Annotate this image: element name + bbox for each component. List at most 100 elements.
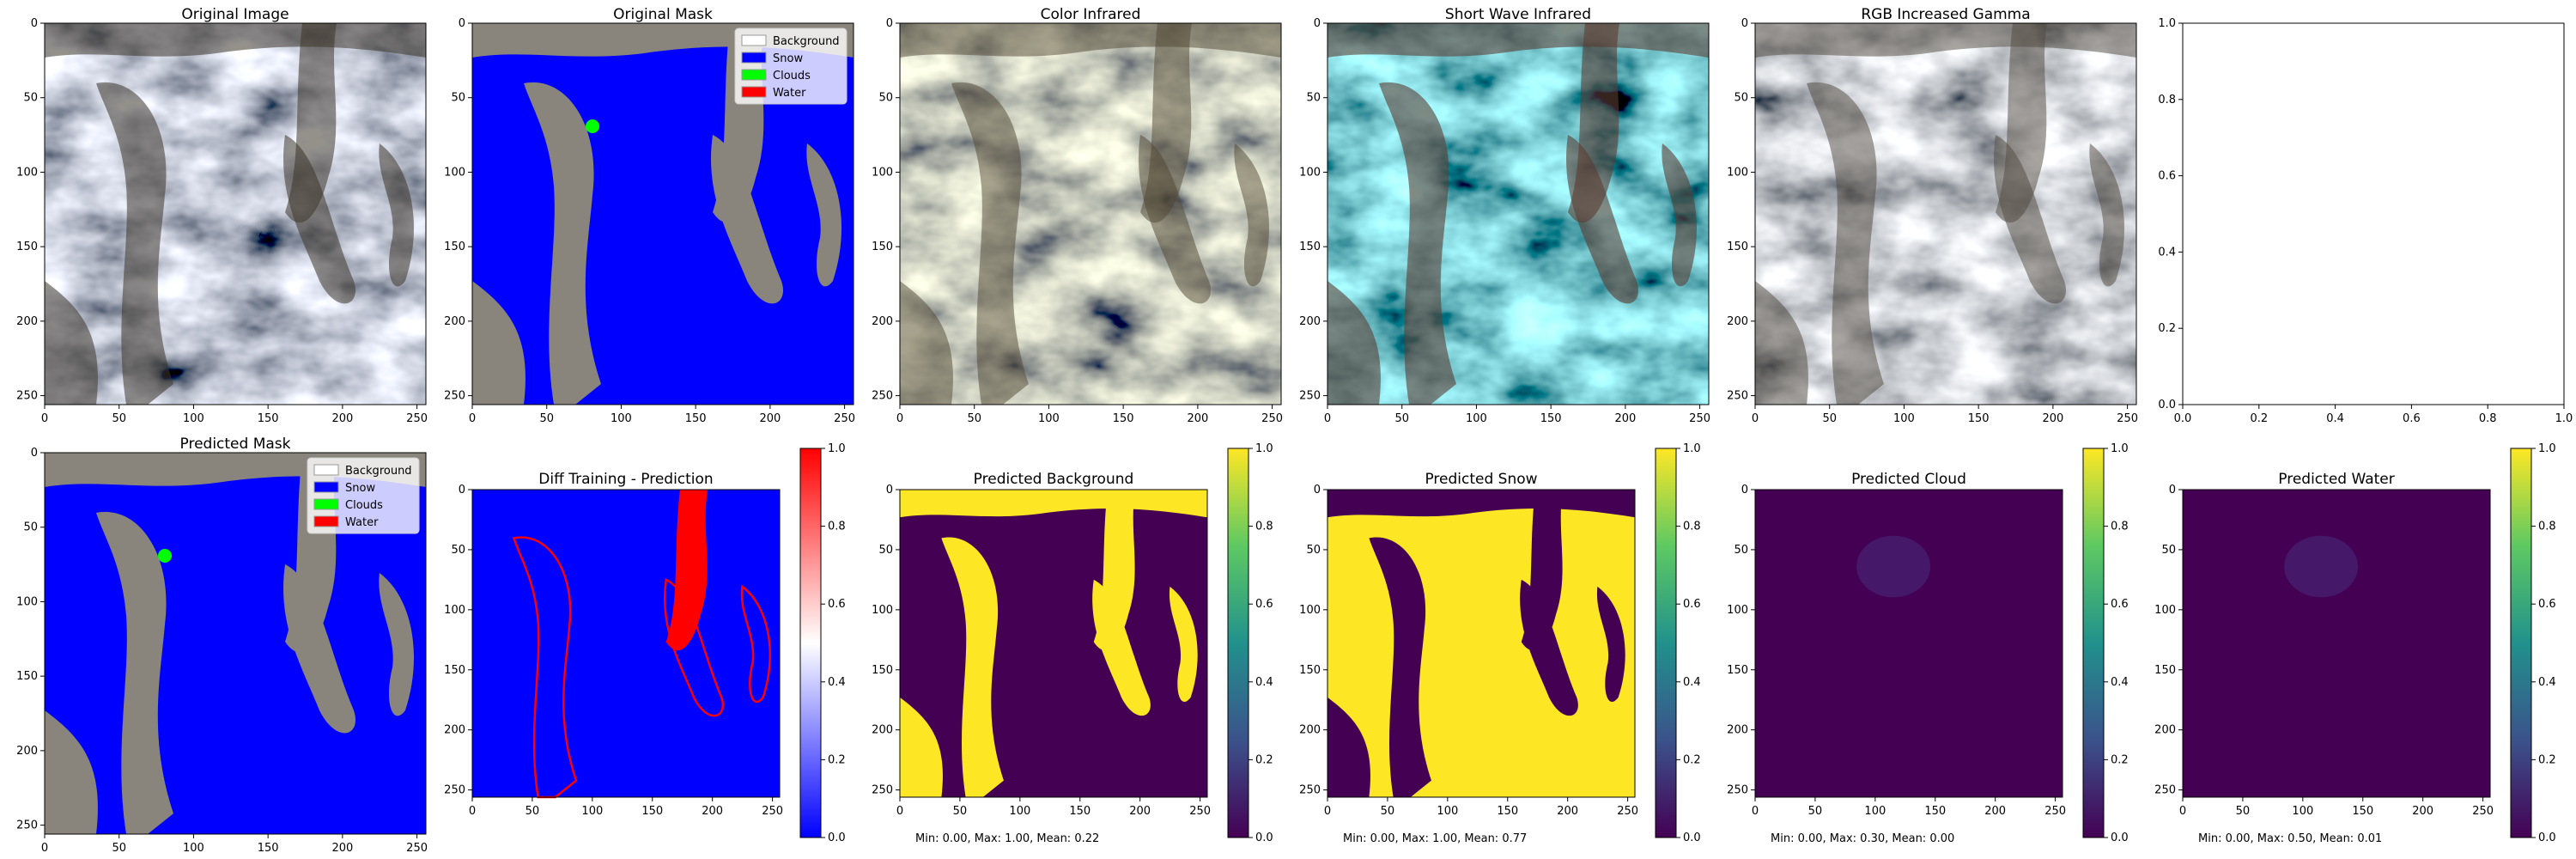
y-tick-label: 200 — [444, 724, 465, 737]
colorbar-tick-label: 0.6 — [1255, 598, 1273, 611]
axes-frame — [2182, 22, 2565, 405]
y-tick-label: 0.4 — [2158, 246, 2176, 259]
y-tick-label: 50 — [23, 92, 38, 105]
panel-predicted-snow: Predicted Snow 0 0 50 50 100 100 150 150 200 200 25… — [1299, 442, 1701, 845]
y-tick-label: 50 — [878, 92, 893, 105]
panel-diff-training-prediction: Diff Training - Prediction 0 0 50 50 100 100 15… — [444, 442, 846, 844]
y-tick-label: 250 — [16, 390, 38, 403]
terrain-texture — [900, 23, 1281, 405]
y-tick-label: 200 — [1727, 724, 1748, 737]
y-tick-label: 100 — [444, 604, 465, 617]
terrain-texture — [45, 23, 426, 405]
x-tick-label: 1.0 — [2555, 412, 2573, 425]
x-tick-label: 200 — [1557, 805, 1578, 818]
x-tick-label: 0.8 — [2479, 412, 2497, 425]
x-tick-label: 0 — [896, 805, 903, 818]
x-tick-label: 200 — [1984, 805, 2006, 818]
x-tick-label: 0.2 — [2250, 412, 2268, 425]
x-tick-label: 50 — [1394, 412, 1409, 425]
x-tick-label: 0 — [41, 412, 48, 425]
x-tick-label: 150 — [258, 842, 279, 855]
terrain-band — [45, 281, 98, 405]
panel-title: Predicted Cloud — [1851, 471, 1966, 488]
colorbar-tick-label: 0.8 — [828, 521, 846, 533]
colorbar-tick-label: 1.0 — [2111, 442, 2129, 455]
prob-low-region — [1369, 537, 1431, 797]
y-tick-label: 0 — [459, 484, 465, 497]
x-tick-label: 250 — [2472, 805, 2494, 818]
panel-original-image: Original Image 0 0 50 50 100 100 150 150 200 200 25… — [16, 6, 428, 425]
colorbar-tick-label: 0.6 — [2111, 598, 2129, 611]
x-tick-label: 250 — [2044, 805, 2066, 818]
terrain-band — [1327, 281, 1381, 405]
y-tick-label: 0 — [31, 447, 38, 460]
x-tick-label: 200 — [331, 412, 353, 425]
panel-title: Predicted Snow — [1425, 471, 1537, 488]
y-tick-label: 0 — [459, 17, 465, 30]
y-tick-label: 200 — [1299, 315, 1321, 328]
x-tick-label: 50 — [967, 412, 981, 425]
x-tick-label: 200 — [1614, 412, 1636, 425]
panel-title: Original Image — [181, 6, 289, 23]
mask-background-area — [283, 564, 355, 734]
x-tick-label: 100 — [611, 412, 632, 425]
prob-field — [900, 490, 1207, 797]
terrain-band — [1379, 82, 1456, 405]
y-tick-label: 200 — [1727, 315, 1748, 328]
y-tick-label: 250 — [444, 784, 465, 797]
diff-field — [472, 490, 780, 797]
legend-swatch — [741, 86, 767, 98]
axes-frame — [44, 452, 427, 835]
colorbar-tick-label: 1.0 — [1255, 442, 1273, 455]
colorbar-tick-label: 0.2 — [2111, 753, 2129, 766]
axes-frame — [1327, 22, 1710, 405]
colorbar-tick-label: 0.2 — [1255, 753, 1273, 766]
panel-title: Short Wave Infrared — [1445, 6, 1591, 23]
x-tick-label: 100 — [1466, 412, 1487, 425]
terrain-band — [283, 135, 355, 304]
x-tick-label: 150 — [1540, 412, 1562, 425]
legend-swatch — [313, 515, 339, 527]
y-tick-label: 250 — [872, 784, 893, 797]
panel-title: Color Infrared — [1041, 6, 1141, 23]
terrain-band — [1234, 143, 1269, 287]
colorbar-tick-label: 0.0 — [2111, 832, 2129, 844]
colorbar-tick-label: 0.6 — [1683, 598, 1701, 611]
terrain-band — [45, 23, 426, 58]
y-tick-label: 50 — [1734, 92, 1748, 105]
y-tick-label: 50 — [451, 544, 465, 557]
colorbar-tick-label: 0.8 — [1683, 521, 1701, 533]
panel-original-mask: Original Mask 0 0 50 50 100 100 150 150 200 200 250… — [444, 6, 855, 425]
colorbar-tick-label: 0.6 — [2538, 598, 2556, 611]
terrain-band — [96, 82, 173, 405]
prob-faint-region — [2284, 535, 2359, 598]
terrain-band — [1566, 135, 1638, 304]
y-tick-label: 200 — [2154, 724, 2176, 737]
legend-box — [307, 457, 420, 534]
legend-swatch — [741, 69, 767, 81]
x-tick-label: 0 — [1752, 805, 1759, 818]
panel-title: Predicted Background — [974, 471, 1134, 488]
axes-frame — [1327, 489, 1636, 798]
stats-label: Min: 0.00, Max: 0.30, Mean: 0.00 — [1771, 832, 1954, 845]
x-tick-label: 0 — [2179, 805, 2186, 818]
terrain-band — [951, 82, 1029, 405]
x-tick-label: 200 — [2042, 412, 2063, 425]
y-tick-label: 0.6 — [2158, 170, 2176, 183]
prob-low-region — [1596, 586, 1625, 703]
colorbar-tick-label: 0.2 — [1683, 753, 1701, 766]
y-tick-label: 250 — [1299, 390, 1321, 403]
y-tick-label: 200 — [1299, 724, 1321, 737]
y-tick-label: 100 — [16, 166, 38, 179]
y-tick-label: 0.8 — [2158, 94, 2176, 107]
y-tick-label: 150 — [1299, 241, 1321, 253]
axes-frame — [899, 489, 1208, 798]
terrain-band — [2089, 143, 2124, 287]
axes-frame — [471, 489, 781, 798]
colorbar-tick-label: 0.4 — [1255, 676, 1273, 689]
x-tick-label: 0 — [1324, 805, 1331, 818]
terrain-texture — [1755, 23, 2136, 405]
y-tick-label: 150 — [444, 241, 465, 253]
y-tick-label: 0 — [2169, 484, 2176, 497]
x-tick-label: 0 — [41, 842, 48, 855]
